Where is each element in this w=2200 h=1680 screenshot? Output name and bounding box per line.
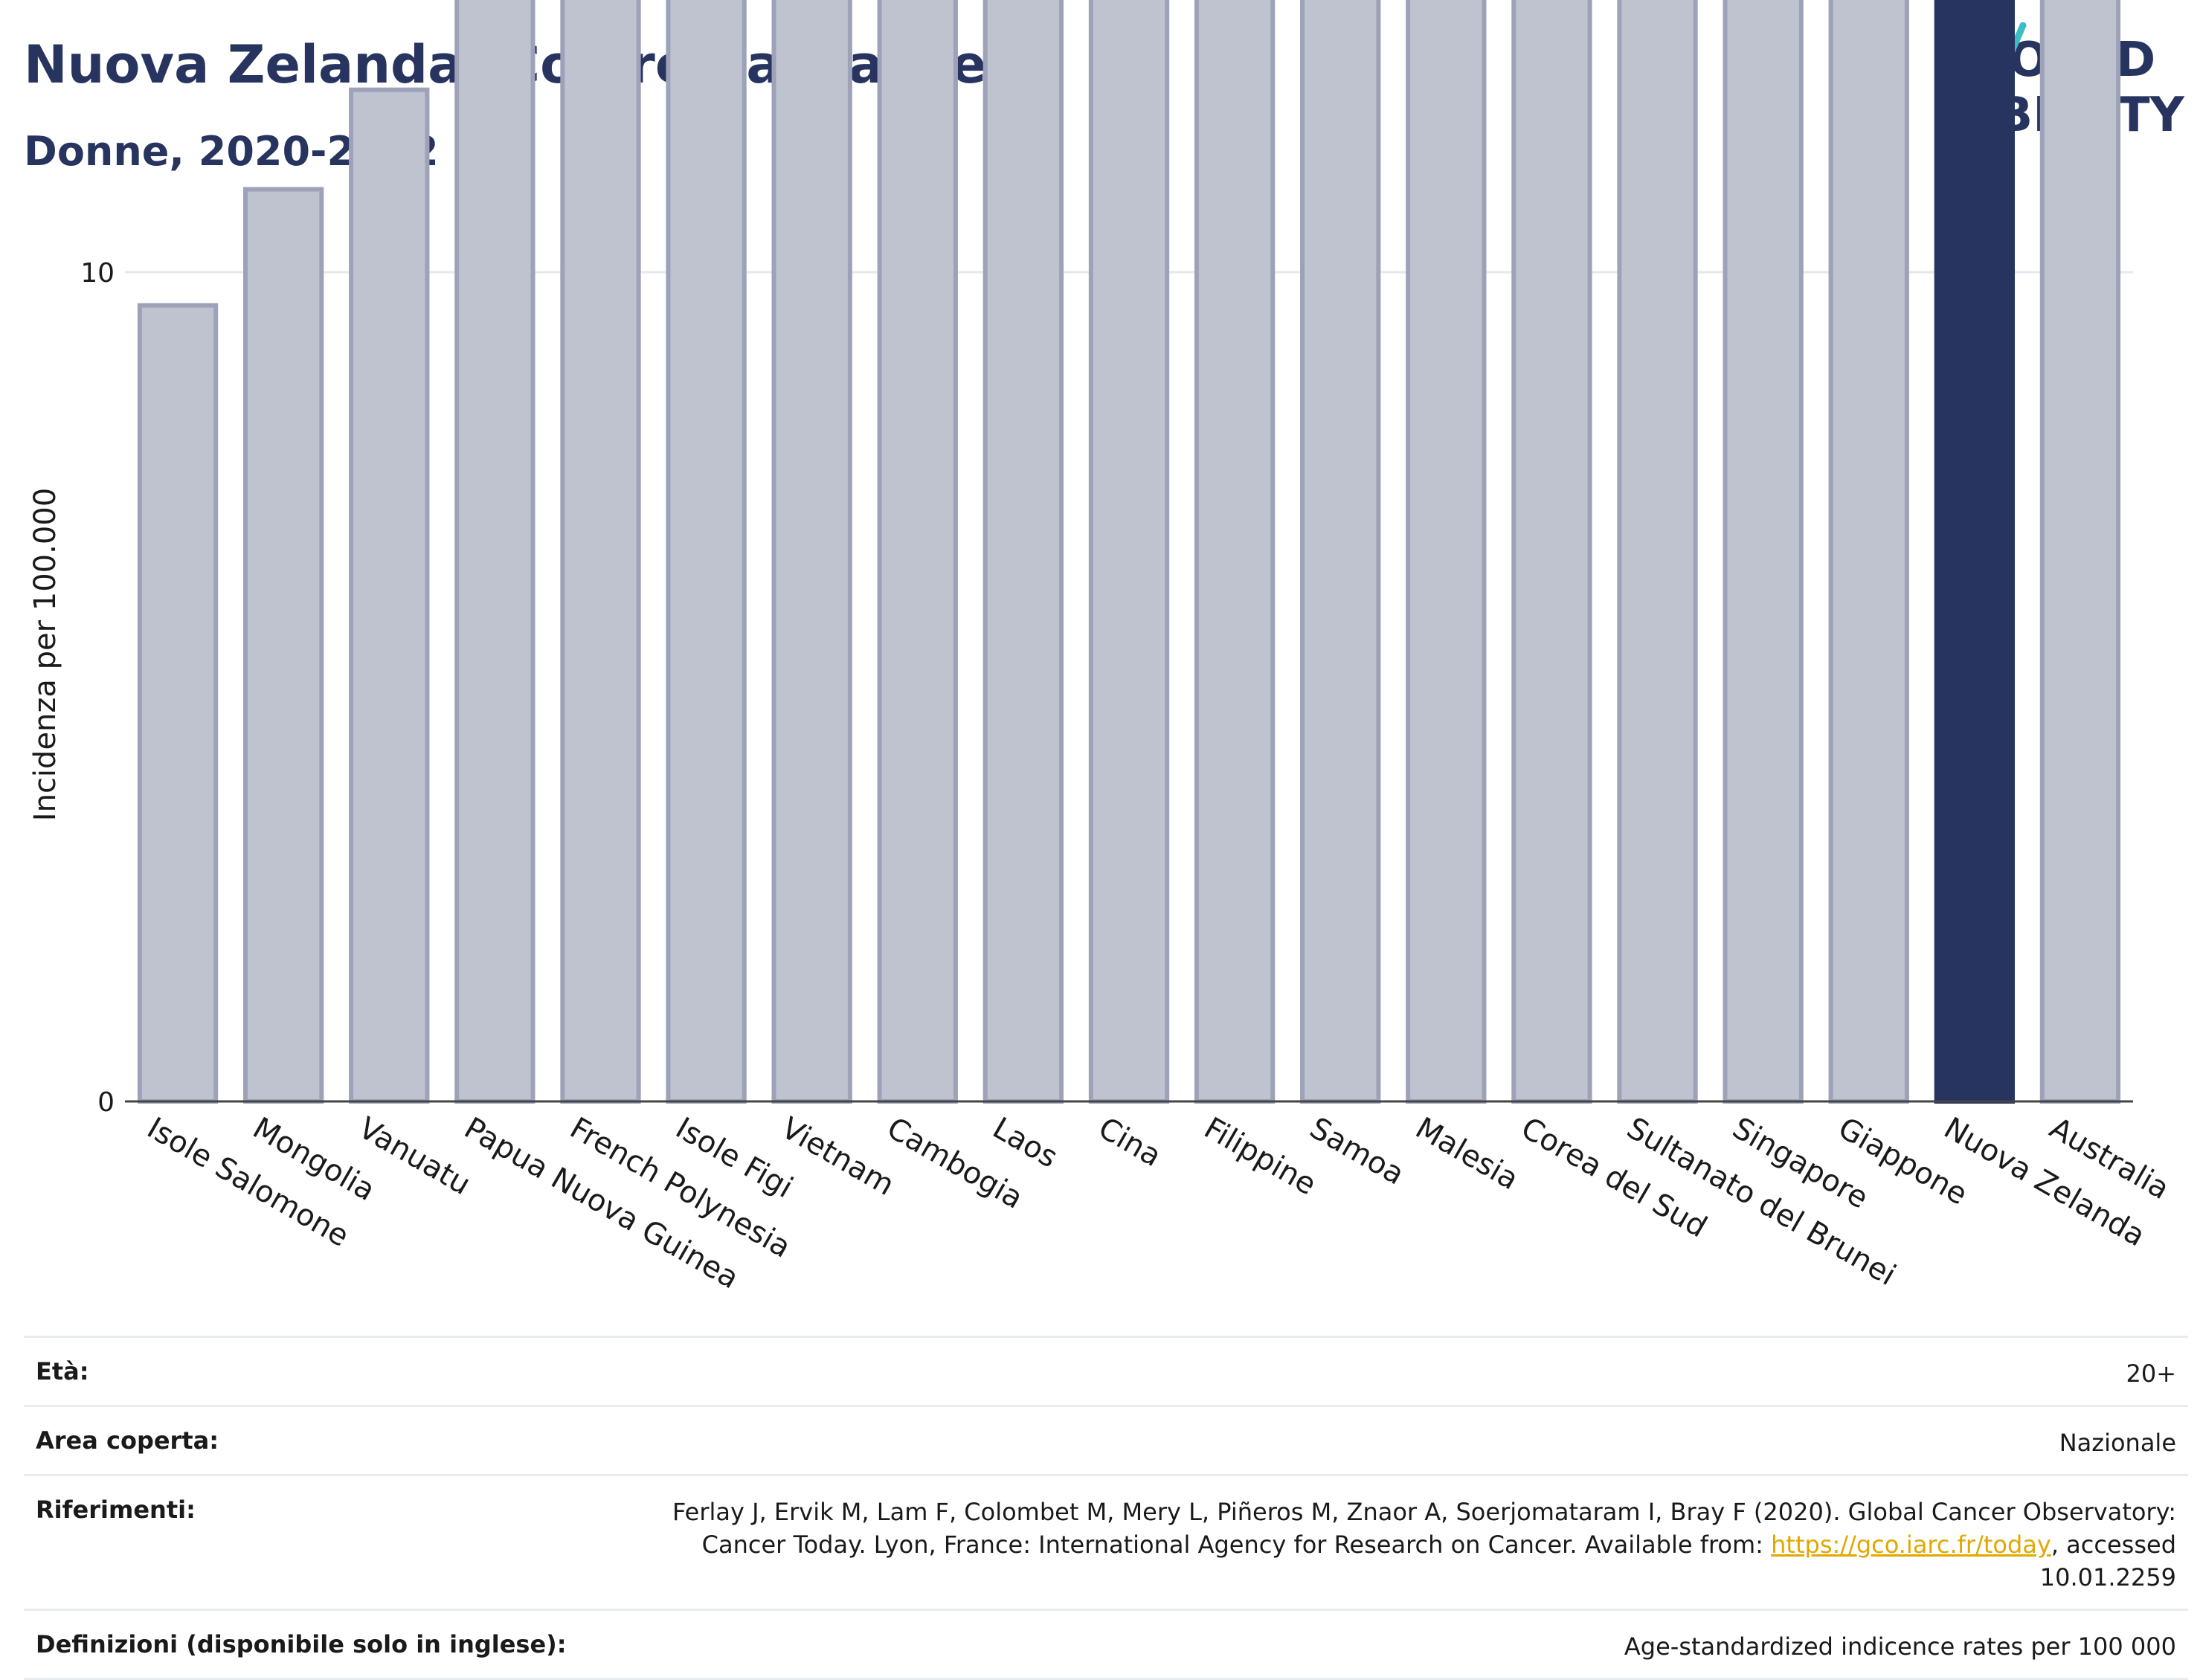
meta-value: Age-standardized indicence rates per 100… (1624, 1632, 2176, 1661)
bar-chart: 01020304050 Isole SalomoneMongoliaVanuat… (28, 0, 2175, 1296)
bar-isole-figi (666, 0, 747, 1104)
x-tick-label: Filippine (1198, 1111, 1322, 1202)
bar-laos (982, 0, 1064, 1104)
bar-giappone (1828, 0, 1909, 1104)
meta-row-definitions: Definizioni (disponibile solo in inglese… (24, 1609, 2188, 1680)
bar-sultanato-del-brunei (1617, 0, 1698, 1104)
bar-cina (1088, 0, 1170, 1104)
meta-value: Nazionale (2059, 1429, 2176, 1457)
y-axis-ticks: 01020304050 (80, 258, 115, 1118)
y-tick-label: 10 (80, 258, 115, 289)
chart-bars (137, 0, 2121, 1104)
bar-french-polynesia (560, 0, 641, 1104)
reference-text: Ferlay J, Ervik M, Lam F, Colombet M, Me… (672, 1498, 2176, 1559)
bar-malesia (1406, 0, 1487, 1104)
bar-nuova-zelanda (1934, 0, 2016, 1104)
bar-vanuatu (349, 87, 430, 1104)
bar-isole-salomone (137, 303, 219, 1104)
bar-vietnam (771, 0, 852, 1104)
meta-row-area: Area coperta: Nazionale (24, 1405, 2188, 1474)
y-axis-label: Incidenza per 100.000 (28, 488, 62, 821)
bar-samoa (1300, 0, 1381, 1104)
y-tick-label: 0 (97, 1087, 115, 1118)
meta-row-age: Età: 20+ (24, 1336, 2188, 1405)
meta-key: Età: (36, 1357, 89, 1385)
x-tick-label: Malesia (1409, 1111, 1524, 1197)
bar-corea-del-sud (1511, 0, 1592, 1104)
reference-accessed: , accessed 10.01.2259 (2039, 1531, 2176, 1592)
bar-singapore (1723, 0, 1804, 1104)
meta-row-references: Riferimenti: Ferlay J, Ervik M, Lam F, C… (24, 1474, 2188, 1609)
meta-key: Riferimenti: (36, 1496, 196, 1524)
bar-filippine (1194, 0, 1276, 1104)
meta-value: 20+ (2126, 1359, 2176, 1388)
metadata-table: Età: 20+ Area coperta: Nazionale Riferim… (24, 1336, 2188, 1680)
meta-value: Ferlay J, Ervik M, Lam F, Colombet M, Me… (614, 1496, 2176, 1594)
x-tick-label: Laos (987, 1111, 1064, 1175)
x-tick-label: Cina (1093, 1111, 1167, 1174)
meta-key: Definizioni (disponibile solo in inglese… (36, 1630, 567, 1658)
x-tick-label: Samoa (1304, 1111, 1409, 1192)
bar-papua-nuova-guinea (454, 0, 535, 1104)
meta-key: Area coperta: (36, 1426, 219, 1455)
bar-cambogia (877, 0, 958, 1104)
x-tick-label: Vietnam (776, 1111, 900, 1203)
bar-australia (2039, 0, 2121, 1104)
reference-link[interactable]: https://gco.iarc.fr/today (1771, 1531, 2051, 1559)
x-tick-label: Corea del Sud (1515, 1111, 1712, 1245)
bar-mongolia (243, 187, 324, 1104)
